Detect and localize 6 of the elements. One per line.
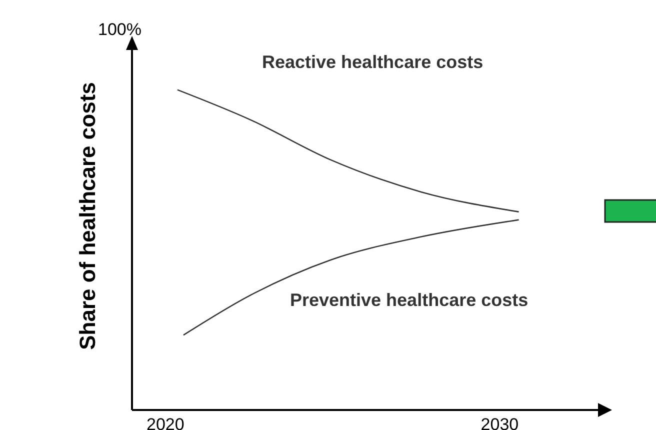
- series-label: Preventive healthcare costs: [290, 290, 528, 311]
- x-tick-label: 2020: [146, 415, 184, 430]
- text: Reactive healthcare costs: [262, 52, 484, 73]
- x-tick-label: 2030: [480, 415, 519, 430]
- text: 100%: [98, 20, 142, 40]
- y-axis-title: Share of healthcare costs: [75, 82, 101, 350]
